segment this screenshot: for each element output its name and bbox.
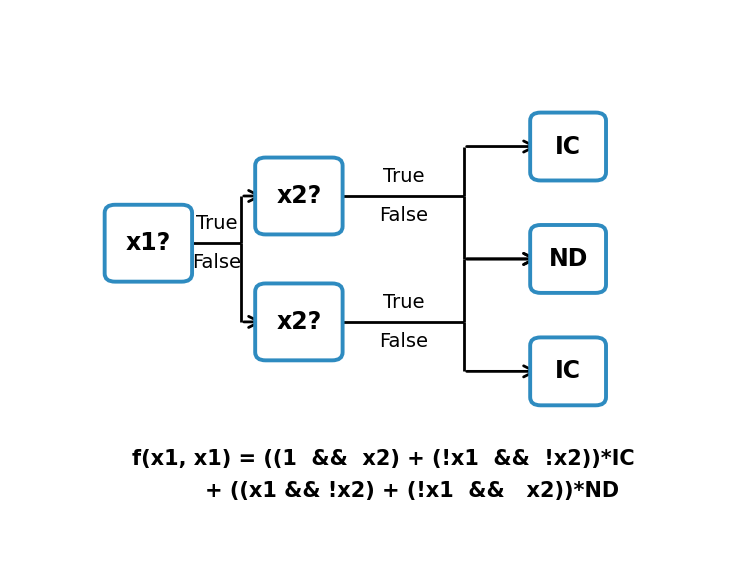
Text: False: False <box>379 332 428 351</box>
FancyBboxPatch shape <box>255 158 343 234</box>
FancyBboxPatch shape <box>530 225 606 293</box>
Text: + ((x1 && !x2) + (!x1  &&   x2))*ND: + ((x1 && !x2) + (!x1 && x2))*ND <box>146 481 619 500</box>
Text: x2?: x2? <box>276 310 321 334</box>
Text: ND: ND <box>548 247 588 271</box>
Text: x1?: x1? <box>125 231 171 255</box>
Text: False: False <box>193 253 241 272</box>
Text: True: True <box>196 214 238 234</box>
Text: f(x1, x1) = ((1  &&  x2) + (!x1  &&  !x2))*IC: f(x1, x1) = ((1 && x2) + (!x1 && !x2))*I… <box>131 449 634 469</box>
Text: True: True <box>383 167 424 186</box>
Text: IC: IC <box>555 359 581 383</box>
FancyBboxPatch shape <box>255 283 343 360</box>
FancyBboxPatch shape <box>105 205 192 281</box>
Text: True: True <box>383 293 424 312</box>
Text: False: False <box>379 206 428 225</box>
Text: x2?: x2? <box>276 184 321 208</box>
Text: IC: IC <box>555 134 581 158</box>
FancyBboxPatch shape <box>530 338 606 405</box>
FancyBboxPatch shape <box>530 113 606 180</box>
